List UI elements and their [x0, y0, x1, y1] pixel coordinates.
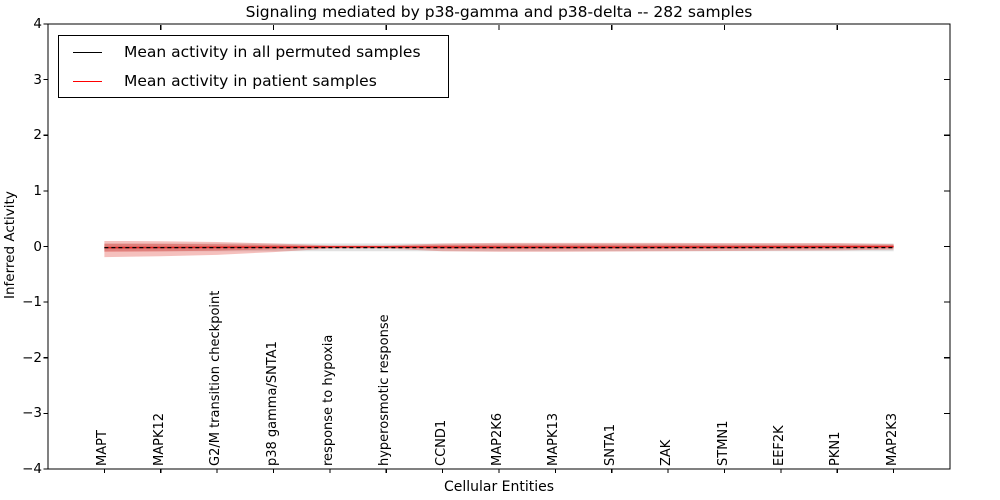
x-tick-label: G2/M transition checkpoint [208, 290, 224, 466]
legend: Mean activity in all permuted samples Me… [58, 35, 449, 98]
x-tick-label: p38 gamma/SNTA1 [264, 341, 280, 466]
x-tick-label: PKN1 [828, 431, 844, 466]
chart-title: Signaling mediated by p38-gamma and p38-… [245, 3, 753, 21]
y-tick-label: −4 [22, 461, 42, 477]
legend-label-permuted: Mean activity in all permuted samples [124, 43, 421, 61]
legend-item-patient: Mean activity in patient samples [59, 67, 448, 96]
x-axis-label: Cellular Entities [443, 479, 555, 495]
x-tick-label: MAP2K3 [884, 412, 900, 466]
x-tick-label: STMN1 [715, 420, 731, 466]
y-tick-label: 1 [33, 182, 42, 199]
x-tick-label: EEF2K [771, 425, 787, 466]
permuted-line-sample [73, 51, 102, 53]
x-tick-label: hyperosmotic response [377, 314, 393, 466]
y-tick-label: −2 [22, 349, 42, 366]
x-tick-label: ZAK [659, 439, 675, 466]
y-tick-label: 4 [33, 16, 42, 32]
patient-samples-range-outer-band [104, 240, 894, 258]
y-tick-label: 2 [33, 127, 42, 144]
y-tick-label: −3 [22, 405, 42, 422]
x-tick-label: MAPK12 [151, 412, 167, 466]
y-tick-label: 3 [33, 71, 42, 88]
x-tick-label: MAPK13 [546, 412, 562, 466]
y-tick-label: −1 [22, 294, 42, 311]
patient-line-sample [73, 80, 102, 82]
y-tick-label: 0 [33, 238, 42, 255]
x-tick-label: CCND1 [433, 419, 449, 466]
legend-item-permuted: Mean activity in all permuted samples [59, 38, 448, 67]
x-tick-label: response to hypoxia [320, 334, 336, 466]
legend-label-patient: Mean activity in patient samples [124, 72, 377, 90]
x-tick-label: MAP2K6 [490, 412, 505, 466]
x-tick-label: MAPT [95, 430, 111, 466]
x-tick-label: SNTA1 [602, 423, 618, 466]
